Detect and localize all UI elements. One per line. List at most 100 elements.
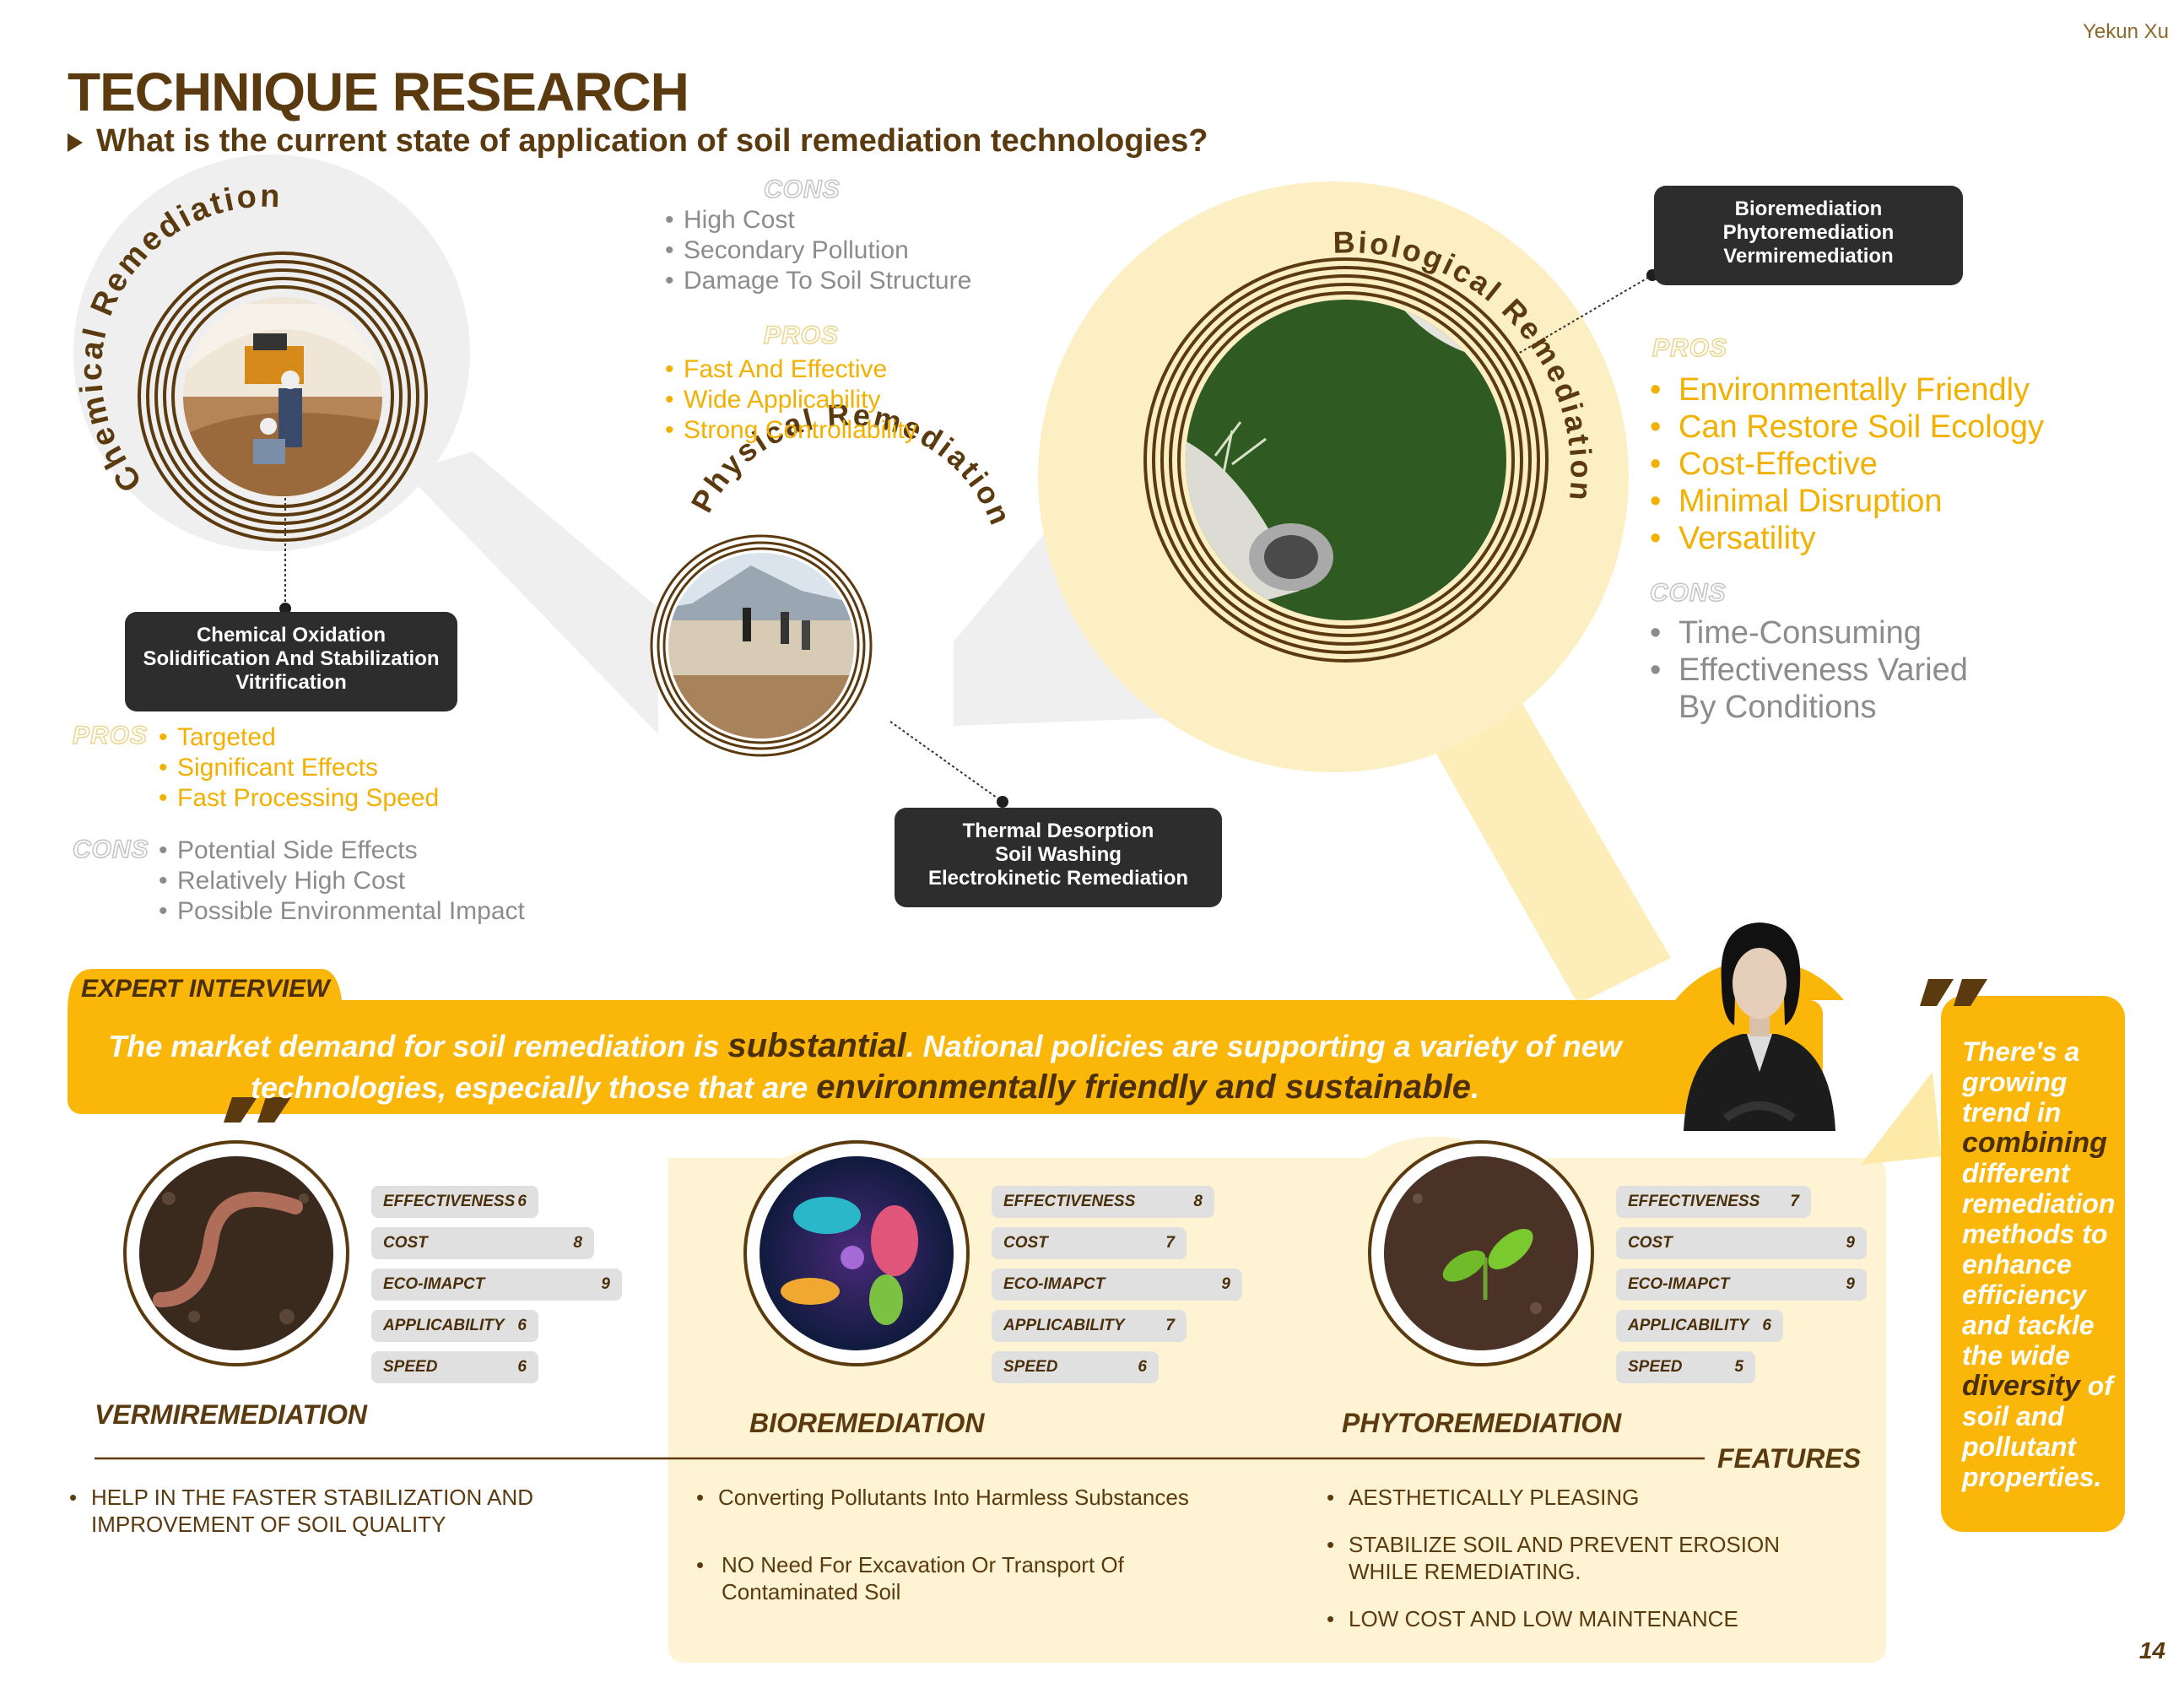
score-bar: EFFECTIVENESS 8 — [992, 1186, 1214, 1218]
score-value: 5 — [1734, 1358, 1743, 1376]
page-title: TECHNIQUE RESEARCH — [68, 62, 689, 122]
score-label: SPEED — [1628, 1358, 1683, 1376]
list-item: Fast And Effective — [665, 354, 917, 385]
score-value: 8 — [1193, 1193, 1203, 1210]
interview-quote: The market demand for soil remediation i… — [108, 1027, 1622, 1106]
score-value: 7 — [1790, 1193, 1799, 1210]
score-value: 8 — [573, 1234, 582, 1252]
score-bar: EFFECTIVENESS 7 — [1616, 1186, 1811, 1218]
score-label: COST — [383, 1234, 428, 1252]
list-item: HELP IN THE FASTER STABILIZATION AND IMP… — [69, 1484, 542, 1538]
chemical-pros-tag: PROS — [72, 721, 149, 750]
list-item: Strong Controllability — [665, 415, 917, 446]
score-label: EFFECTIVENESS — [383, 1193, 516, 1210]
biological-cons-tag: CONS — [1649, 578, 1727, 608]
expert-interview-label: EXPERT INTERVIEW — [81, 975, 330, 1003]
bioremediation-scores: EFFECTIVENESS 8 COST 7 ECO-IMAPCT 9 APPLICABIL… — [992, 1186, 1242, 1393]
score-label: ECO-IMAPCT — [383, 1275, 485, 1293]
list-item: Significant Effects — [159, 753, 439, 783]
bioremediation-features: Converting Pollutants Into Harmless Subs… — [696, 1484, 1219, 1605]
list-item: STABILIZE SOIL AND PREVENT EROSION WHILE… — [1327, 1531, 1850, 1585]
vermiremediation-scores: EFFECTIVENESS 6 COST 8 ECO-IMAPCT 9 APPLICABIL… — [371, 1186, 622, 1393]
score-bar: EFFECTIVENESS 6 — [371, 1186, 538, 1218]
expert-portrait — [1684, 922, 1835, 1131]
list-item: Wide Applicability — [665, 385, 917, 415]
score-label: EFFECTIVENESS — [1003, 1193, 1136, 1210]
biological-pros-list: Environmentally Friendly Can Restore Soi… — [1650, 371, 2089, 557]
score-value: 6 — [517, 1193, 527, 1210]
physical-cons-list: High Cost Secondary Pollution Damage To … — [665, 205, 971, 296]
list-item: AESTHETICALLY PLEASING — [1327, 1484, 1850, 1511]
score-bar: COST 9 — [1616, 1227, 1867, 1259]
side-quote: There's a growing trend in combining dif… — [1962, 1036, 2116, 1492]
score-label: ECO-IMAPCT — [1628, 1275, 1730, 1293]
list-item: Can Restore Soil Ecology — [1650, 408, 2089, 446]
list-item: Minimal Disruption — [1650, 483, 2089, 520]
score-bar: APPLICABILITY 6 — [1616, 1310, 1783, 1342]
list-item: Targeted — [159, 722, 439, 753]
vermiremediation-title: VERMIREMEDIATION — [95, 1399, 367, 1430]
score-value: 6 — [517, 1317, 527, 1334]
score-bar: SPEED 5 — [1616, 1351, 1755, 1383]
physical-connector-dot — [997, 796, 1008, 808]
score-label: APPLICABILITY — [1003, 1317, 1125, 1334]
author-name: Yekun Xu — [2083, 20, 2169, 43]
list-item: Potential Side Effects — [159, 836, 525, 866]
physical-methods-box: Thermal Desorption Soil Washing Electrokin… — [895, 808, 1222, 907]
list-item: Secondary Pollution — [665, 235, 971, 266]
score-bar: SPEED 6 — [371, 1351, 538, 1383]
score-value: 6 — [517, 1358, 527, 1376]
physical-pros-list: Fast And Effective Wide Applicability St… — [665, 354, 917, 446]
chemical-cons-tag: CONS — [72, 835, 149, 864]
score-label: COST — [1628, 1234, 1673, 1252]
score-bar: APPLICABILITY 6 — [371, 1310, 538, 1342]
score-value: 9 — [1846, 1275, 1855, 1293]
score-label: APPLICABILITY — [1628, 1317, 1749, 1334]
page-subtitle: What is the current state of application… — [68, 123, 1208, 160]
score-bar: COST 7 — [992, 1227, 1187, 1259]
biological-pros-tag: PROS — [1652, 333, 1728, 363]
score-value: 9 — [601, 1275, 610, 1293]
triangle-bullet-icon — [68, 133, 83, 152]
biological-cons-list: Time-Consuming Effectiveness Varied By C… — [1650, 614, 2004, 726]
biological-methods-box: Bioremediation Phytoremediation Vermiremed… — [1654, 186, 1963, 285]
list-item: Environmentally Friendly — [1650, 371, 2089, 408]
list-item: NO Need For Excavation Or Transport Of C… — [696, 1551, 1219, 1605]
chemical-pros-list: Targeted Significant Effects Fast Proces… — [159, 722, 439, 814]
page-number: 14 — [2138, 1637, 2165, 1664]
list-item: Fast Processing Speed — [159, 783, 439, 814]
phytoremediation-features: AESTHETICALLY PLEASING STABILIZE SOIL AN… — [1327, 1484, 1850, 1632]
list-item: Possible Environmental Impact — [159, 896, 525, 927]
score-value: 6 — [1762, 1317, 1771, 1334]
chemical-connector-dot — [279, 603, 291, 614]
bioremediation-title: BIOREMEDIATION — [749, 1408, 985, 1438]
score-label: EFFECTIVENESS — [1628, 1193, 1760, 1210]
physical-pros-tag: PROS — [763, 321, 840, 350]
list-item: High Cost — [665, 205, 971, 235]
score-bar: SPEED 6 — [992, 1351, 1159, 1383]
score-bar: ECO-IMAPCT 9 — [992, 1269, 1242, 1301]
features-label: FEATURES — [1717, 1443, 1862, 1474]
score-bar: ECO-IMAPCT 9 — [1616, 1269, 1867, 1301]
phytoremediation-scores: EFFECTIVENESS 7 COST 9 ECO-IMAPCT 9 APPLICABIL… — [1616, 1186, 1867, 1393]
score-label: COST — [1003, 1234, 1048, 1252]
score-bar: APPLICABILITY 7 — [992, 1310, 1187, 1342]
list-item: Time-Consuming — [1650, 614, 2004, 652]
phytoremediation-title: PHYTOREMEDIATION — [1342, 1408, 1622, 1438]
vermiremediation-features: HELP IN THE FASTER STABILIZATION AND IMP… — [69, 1484, 542, 1538]
score-label: SPEED — [383, 1358, 438, 1376]
list-item: Damage To Soil Structure — [665, 266, 971, 296]
score-value: 9 — [1846, 1234, 1855, 1252]
chemical-cons-list: Potential Side Effects Relatively High C… — [159, 836, 525, 927]
score-label: APPLICABILITY — [383, 1317, 505, 1334]
score-value: 7 — [1165, 1234, 1175, 1252]
chemical-methods-box: Chemical Oxidation Solidification And Sta… — [125, 612, 457, 711]
list-item: Versatility — [1650, 520, 2089, 557]
list-item: LOW COST AND LOW MAINTENANCE — [1327, 1605, 1850, 1632]
score-bar: COST 8 — [371, 1227, 594, 1259]
list-item: Converting Pollutants Into Harmless Subs… — [696, 1484, 1219, 1511]
list-item: Relatively High Cost — [159, 866, 525, 896]
score-value: 9 — [1221, 1275, 1230, 1293]
list-item: Cost-Effective — [1650, 446, 2089, 483]
score-bar: ECO-IMAPCT 9 — [371, 1269, 622, 1301]
